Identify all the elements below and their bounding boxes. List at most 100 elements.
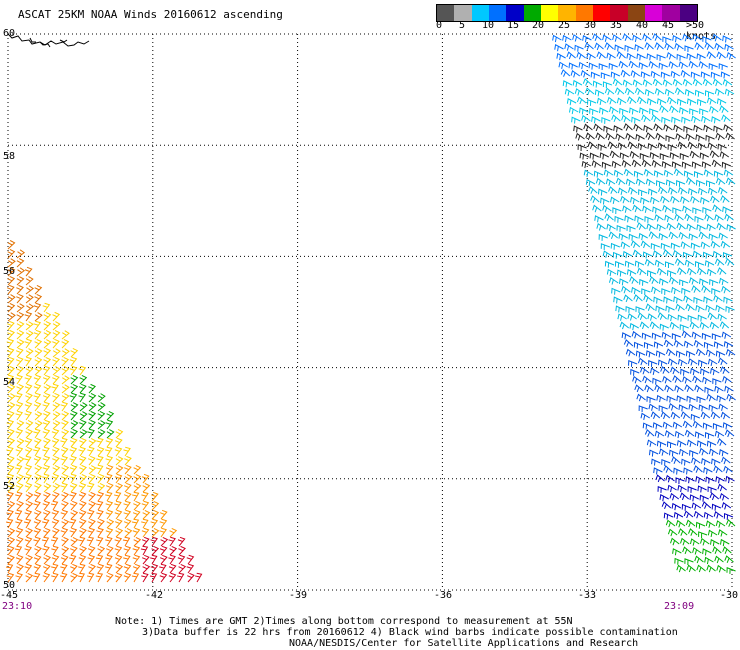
wind-barb — [725, 305, 735, 313]
wind-barb — [603, 125, 613, 133]
wind-barb — [24, 266, 33, 277]
wind-barb — [707, 358, 718, 366]
wind-barb — [686, 267, 697, 276]
wind-barb — [724, 385, 734, 394]
wind-barb — [7, 329, 15, 340]
wind-barb — [52, 348, 61, 358]
wind-barb — [625, 178, 636, 186]
wind-barb — [60, 437, 68, 448]
wind-barb — [718, 232, 728, 240]
wind-barb — [169, 545, 178, 556]
wind-barb — [644, 258, 655, 267]
wind-barb — [614, 215, 624, 223]
wind-barb — [663, 339, 674, 348]
wind-barb — [651, 332, 662, 340]
wind-barb — [612, 207, 622, 214]
wind-barb — [605, 132, 615, 141]
wind-barb — [705, 349, 716, 357]
wind-barb — [722, 546, 732, 554]
wind-barb — [15, 518, 23, 529]
wind-barb — [96, 500, 104, 511]
wind-barb — [150, 536, 158, 547]
lon-label-minus-33: -33 — [578, 590, 597, 601]
legend-label: 10 — [482, 20, 495, 31]
wind-barb — [662, 79, 673, 87]
wind-barb — [15, 446, 24, 457]
wind-barb — [24, 563, 33, 574]
wind-barb — [33, 536, 41, 547]
wind-barb — [16, 303, 25, 313]
wind-barb — [690, 71, 701, 79]
wind-barb — [79, 437, 87, 448]
wind-barb — [43, 347, 52, 358]
wind-barb — [14, 545, 23, 556]
wind-barb — [652, 78, 663, 87]
wind-barb — [42, 518, 50, 529]
wind-barb — [43, 330, 52, 340]
wind-barb — [78, 554, 87, 565]
wind-barb — [651, 458, 661, 466]
wind-barb — [697, 187, 708, 196]
wind-barb — [79, 464, 87, 475]
wind-barb — [15, 401, 24, 412]
wind-barb — [51, 383, 59, 394]
wind-barb — [43, 384, 52, 394]
wind-barb — [630, 70, 641, 78]
wind-barb — [600, 243, 610, 250]
wind-barb — [631, 159, 642, 168]
wind-barb — [132, 509, 141, 520]
wind-barb — [684, 88, 695, 97]
wind-barb — [596, 223, 606, 231]
wind-barb — [105, 446, 113, 457]
wind-barb — [97, 393, 106, 403]
wind-barb — [60, 455, 69, 466]
wind-barb — [720, 240, 731, 249]
wind-barb — [581, 160, 592, 169]
wind-barb — [660, 71, 671, 79]
wind-barb — [632, 375, 642, 384]
wind-barb — [707, 312, 717, 320]
wind-barb — [115, 429, 124, 439]
wind-barb — [168, 563, 177, 574]
wind-barb — [725, 475, 735, 484]
wind-barb — [708, 233, 718, 241]
wind-barb — [650, 70, 661, 79]
wind-barb — [721, 456, 731, 465]
wind-barb — [25, 348, 34, 358]
wind-barb — [674, 384, 684, 393]
wind-barb — [52, 321, 61, 331]
wind-barb — [672, 421, 683, 430]
wind-barb — [713, 465, 723, 474]
wind-barb — [566, 98, 577, 106]
wind-barb — [636, 222, 646, 230]
wind-barb — [640, 240, 651, 249]
wind-barb — [653, 341, 664, 349]
wind-barb — [684, 45, 694, 53]
wind-barb — [605, 178, 616, 186]
wind-barb — [694, 384, 704, 393]
wind-barb — [714, 430, 725, 438]
wind-barb — [672, 78, 683, 87]
wind-barb — [123, 563, 132, 574]
wind-barb — [34, 338, 43, 349]
wind-barb — [683, 340, 694, 349]
wind-barb — [689, 321, 700, 330]
wind-barb — [660, 366, 670, 374]
wind-barb — [33, 329, 42, 340]
wind-speed-color-legend — [436, 4, 698, 22]
wind-barb — [642, 79, 653, 87]
wind-barb — [717, 529, 728, 537]
wind-barb — [52, 420, 61, 430]
wind-barb — [585, 178, 596, 187]
wind-barb — [132, 491, 140, 502]
wind-barb — [79, 527, 87, 538]
wind-barb — [683, 170, 694, 178]
wind-barb — [674, 430, 685, 439]
wind-barb — [664, 261, 675, 269]
wind-barb — [635, 350, 646, 358]
wind-barb — [115, 527, 124, 538]
wind-barb — [667, 484, 677, 493]
wind-barb — [705, 520, 716, 528]
wind-barb — [114, 473, 123, 484]
wind-barb — [52, 491, 60, 502]
